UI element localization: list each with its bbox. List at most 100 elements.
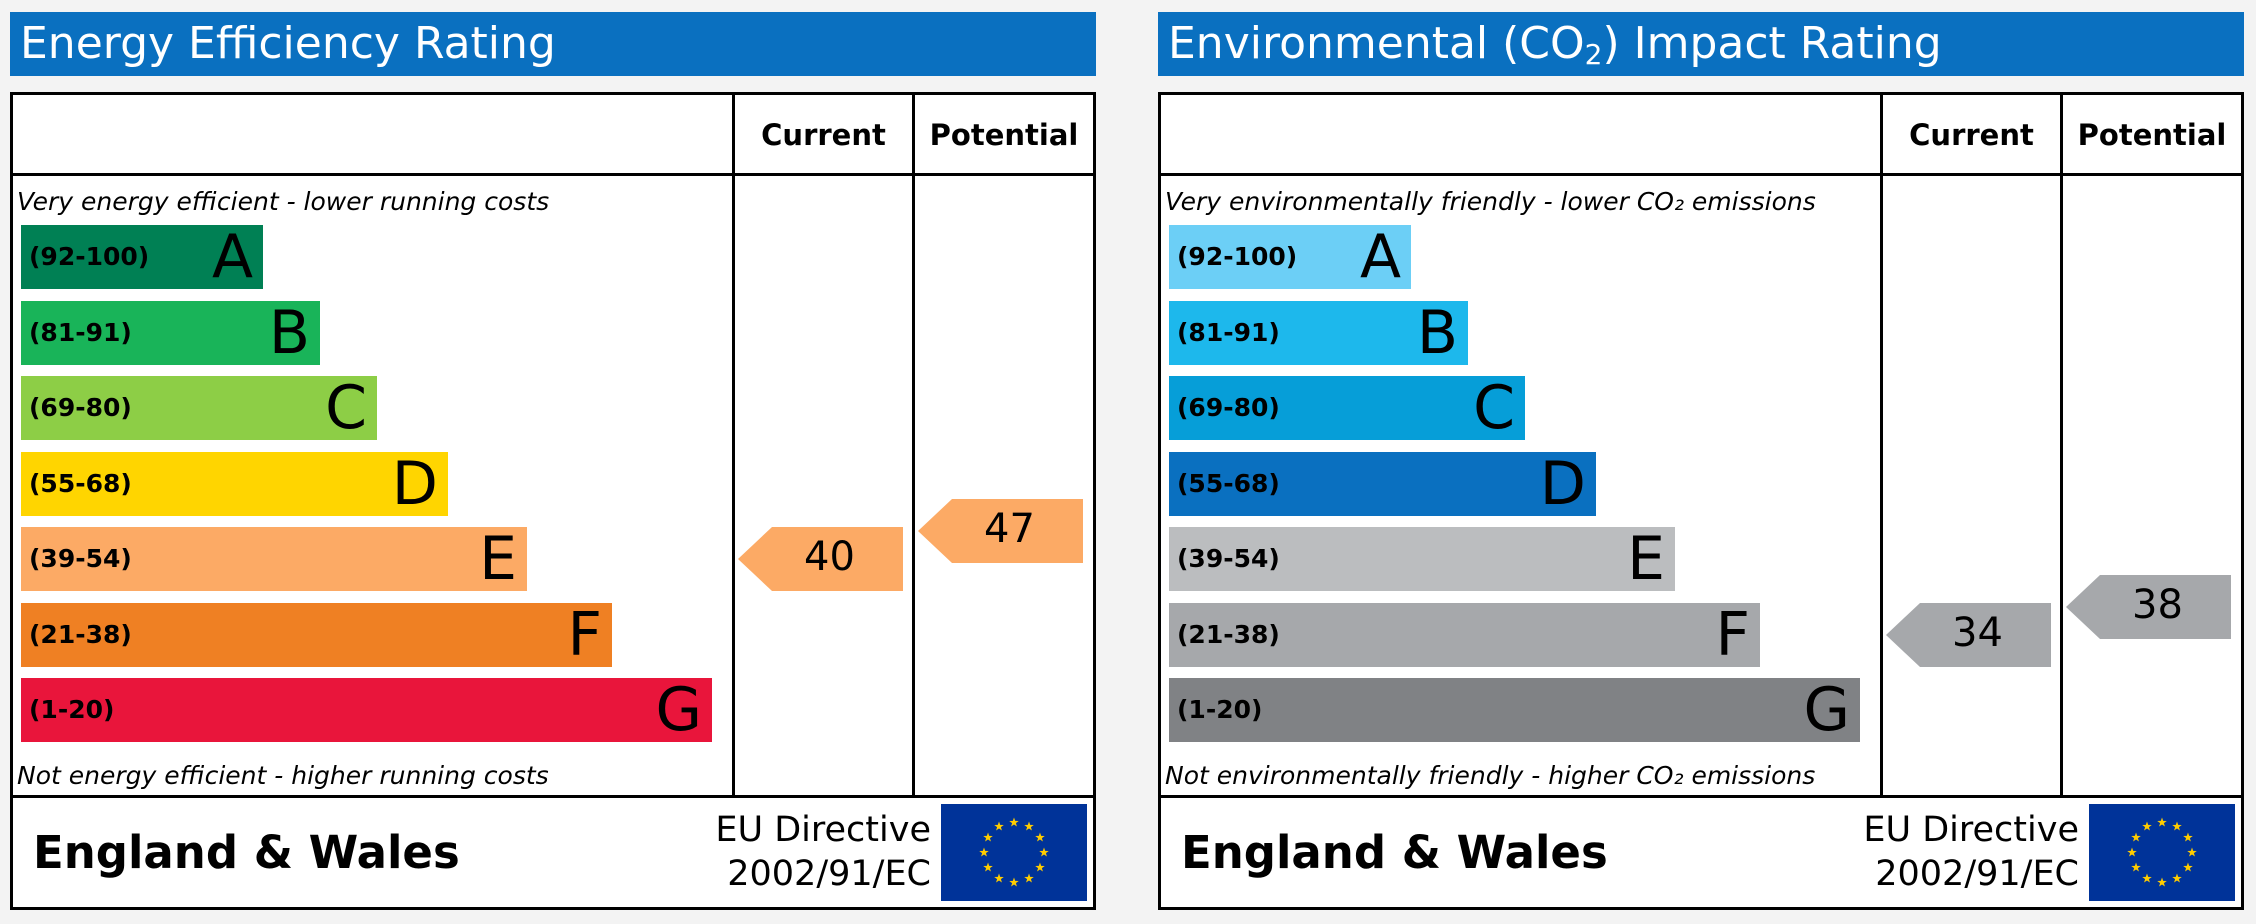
band-letter: A: [1359, 222, 1401, 292]
band-range-label: (92-100): [29, 242, 150, 271]
band-range-label: (39-54): [1177, 544, 1280, 573]
eu-flag-star: [994, 821, 1004, 831]
eu-flag-star: [1009, 877, 1019, 887]
footer: England & Wales EU Directive 2002/91/EC: [13, 798, 1093, 907]
rating-band-b: (81-91) B: [1169, 297, 1468, 368]
directive-line1: EU Directive: [1863, 810, 2079, 850]
band-range-label: (21-38): [29, 619, 132, 649]
rating-arrow-fill: [1886, 602, 2051, 667]
band-range-label: (55-68): [1177, 468, 1280, 498]
current-column-divider: [732, 95, 735, 795]
eu-flag-star: [2183, 832, 2193, 842]
footer: England & Wales EU Directive 2002/91/EC: [1161, 798, 2241, 907]
eu-flag-star: [1039, 847, 1049, 857]
eu-flag-star: [2127, 847, 2137, 857]
potential-column-divider: [2060, 95, 2063, 795]
band-range-label: (21-38): [1177, 619, 1280, 649]
current-column-header: Current: [1909, 118, 2034, 152]
eu-flag-star: [2187, 847, 2197, 857]
eu-flag-star: [2142, 873, 2152, 883]
band-range-label: (55-68): [29, 468, 132, 498]
directive-line2: 2002/91/EC: [1875, 854, 2079, 894]
band-letter: E: [479, 524, 517, 594]
eu-flag-star: [1035, 862, 1045, 872]
title-subscript: 2: [1584, 38, 1603, 71]
rating-band-e: (39-54) E: [21, 527, 527, 591]
eu-flag-star: [1024, 821, 1034, 831]
eu-flag-star: [2131, 862, 2141, 872]
potential-rating-arrow: 38: [2066, 574, 2231, 639]
eu-directive: EU Directive 2002/91/EC: [1833, 808, 2079, 896]
rating-arrow-shape: [1886, 602, 2051, 667]
rating-band-d: (55-68) D: [1169, 448, 1596, 519]
potential-column-header: Potential: [929, 118, 1079, 152]
band-range-label: (69-80): [1177, 393, 1280, 422]
band-range-label: (1-20): [1177, 695, 1263, 724]
rating-band-f: (21-38) F: [1169, 602, 1760, 667]
band-range-label: (92-100): [1177, 242, 1298, 271]
eu-directive: EU Directive 2002/91/EC: [685, 808, 931, 896]
rating-band-f: (21-38) F: [21, 599, 612, 670]
environmental-impact-chart: Current Potential Very environmentally f…: [1158, 92, 2244, 910]
top-note: Very environmentally friendly - lower CO…: [1165, 187, 1816, 216]
bottom-note: Not energy efficient - higher running co…: [17, 761, 549, 790]
eu-flag-star: [2172, 821, 2182, 831]
bottom-note: Not environmentally friendly - higher CO…: [1165, 761, 1816, 790]
eu-flag-star: [1009, 817, 1019, 827]
band-letter: B: [268, 297, 310, 368]
top-note: Very energy efficient - lower running co…: [17, 187, 550, 216]
rating-arrow-shape: [2066, 574, 2231, 639]
eu-flag-star: [1035, 832, 1045, 842]
rating-arrow-fill: [918, 499, 1083, 563]
band-letter: C: [325, 373, 367, 443]
eu-flag-star: [2157, 817, 2167, 827]
eu-flag-star: [1024, 873, 1034, 883]
title-prefix: Environmental (CO: [1168, 18, 1585, 69]
eu-flag-star: [983, 832, 993, 842]
current-rating-arrow: 34: [1886, 602, 2051, 667]
potential-rating-arrow: 47: [918, 499, 1083, 563]
eu-flag-star: [2183, 862, 2193, 872]
rating-value: 40: [804, 534, 855, 580]
energy-efficiency-chart: Current Potential Very energy efficient …: [10, 92, 1096, 910]
region-label: England & Wales: [1181, 826, 1608, 879]
band-range-label: (39-54): [29, 544, 132, 573]
rating-arrow-fill: [2066, 574, 2231, 639]
rating-band-g: (1-20) G: [1169, 678, 1860, 742]
eu-flag-star: [2157, 877, 2167, 887]
band-letter: C: [1473, 373, 1515, 443]
eu-flag-star: [979, 847, 989, 857]
energy-efficiency-title: Energy Efficiency Rating: [10, 12, 1096, 76]
rating-value: 47: [984, 506, 1035, 552]
eu-flag-star: [2172, 873, 2182, 883]
footer-divider: [13, 795, 1093, 798]
band-range-label: (81-91): [1177, 317, 1280, 347]
band-letter: A: [211, 222, 253, 292]
band-letter: E: [1627, 524, 1665, 594]
rating-arrow-shape: [918, 499, 1083, 563]
rating-band-a: (92-100) A: [21, 225, 263, 289]
rating-band-a: (92-100) A: [1169, 225, 1411, 289]
band-letter: F: [567, 599, 602, 670]
rating-band-c: (69-80) C: [21, 376, 377, 440]
eu-flag-icon: [941, 804, 1087, 901]
current-column-divider: [1880, 95, 1883, 795]
band-letter: D: [1539, 448, 1586, 519]
footer-divider: [1161, 795, 2241, 798]
potential-column-header: Potential: [2077, 118, 2227, 152]
eu-flag-star: [2142, 821, 2152, 831]
rating-band-e: (39-54) E: [1169, 527, 1675, 591]
rating-arrow-shape: [738, 527, 903, 591]
current-column-header: Current: [761, 118, 886, 152]
eu-flag-icon: [2089, 804, 2235, 901]
directive-line2: 2002/91/EC: [727, 854, 931, 894]
directive-line1: EU Directive: [715, 810, 931, 850]
band-letter: G: [1803, 675, 1851, 745]
rating-value: 38: [2132, 581, 2183, 628]
band-letter: B: [1416, 297, 1458, 368]
rating-band-g: (1-20) G: [21, 678, 712, 742]
energy-efficiency-panel: Energy Efficiency Rating Current Potenti…: [10, 12, 1096, 910]
eu-flag-star: [2131, 832, 2141, 842]
title-suffix: ) Impact Rating: [1602, 18, 1942, 69]
band-letter: G: [655, 675, 703, 745]
